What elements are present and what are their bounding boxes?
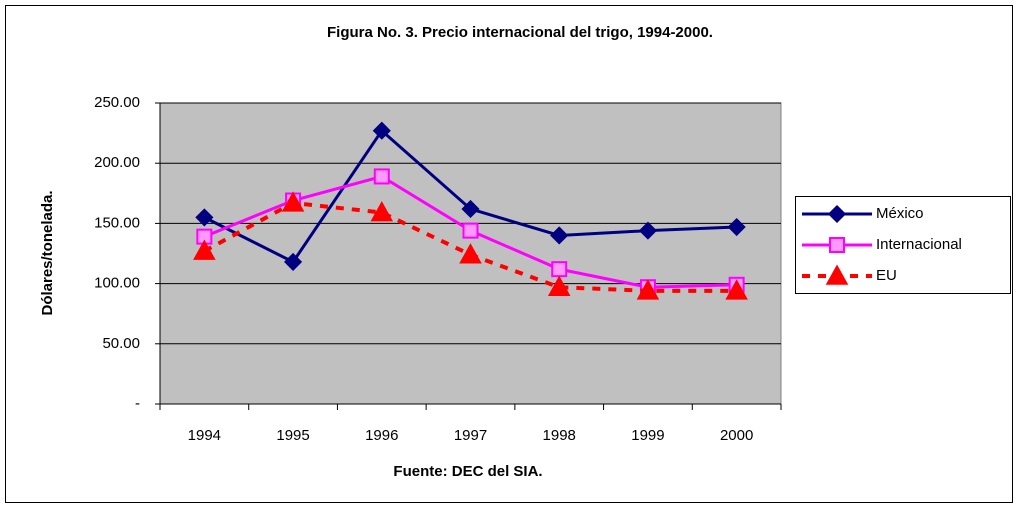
y-tick-label: 150.00 — [94, 214, 140, 231]
y-tick-label: - — [135, 395, 140, 412]
x-tick-label: 1998 — [543, 427, 576, 444]
x-tick-label: 1995 — [276, 427, 309, 444]
marker — [370, 201, 394, 222]
y-tick-label: 50.00 — [102, 335, 140, 352]
marker — [825, 264, 849, 285]
x-tick-label: 1999 — [631, 427, 664, 444]
marker — [193, 239, 216, 260]
y-tick-label: 250.00 — [94, 94, 140, 111]
x-tick-label: 2000 — [720, 427, 753, 444]
marker — [727, 217, 746, 237]
marker — [462, 222, 479, 239]
x-tick-label: 1994 — [188, 427, 221, 444]
marker — [547, 275, 571, 296]
marker — [284, 252, 303, 271]
marker — [373, 168, 390, 185]
marker — [638, 221, 657, 240]
chart-title: Figura No. 3. Precio internacional del t… — [327, 24, 713, 41]
marker — [725, 279, 748, 300]
marker — [636, 279, 660, 300]
marker — [372, 121, 391, 140]
marker — [281, 191, 305, 212]
y-axis-title: Dólares/tonelada. — [39, 190, 56, 315]
x-axis-title: Fuente: DEC del SIA. — [393, 463, 542, 480]
legend-label: Internacional — [876, 236, 962, 253]
legend-label: EU — [876, 267, 897, 284]
x-tick-label: 1996 — [365, 427, 398, 444]
x-tick-label: 1997 — [454, 427, 487, 444]
marker — [195, 208, 214, 227]
marker — [459, 243, 482, 264]
legend-label: México — [876, 205, 924, 222]
marker — [550, 226, 569, 245]
legend: México Internacional EU — [795, 196, 1011, 294]
marker — [827, 204, 847, 224]
y-tick-label: 200.00 — [94, 154, 140, 171]
marker — [829, 237, 845, 253]
marker — [551, 261, 568, 278]
y-tick-label: 100.00 — [94, 275, 140, 292]
marker — [461, 199, 480, 219]
